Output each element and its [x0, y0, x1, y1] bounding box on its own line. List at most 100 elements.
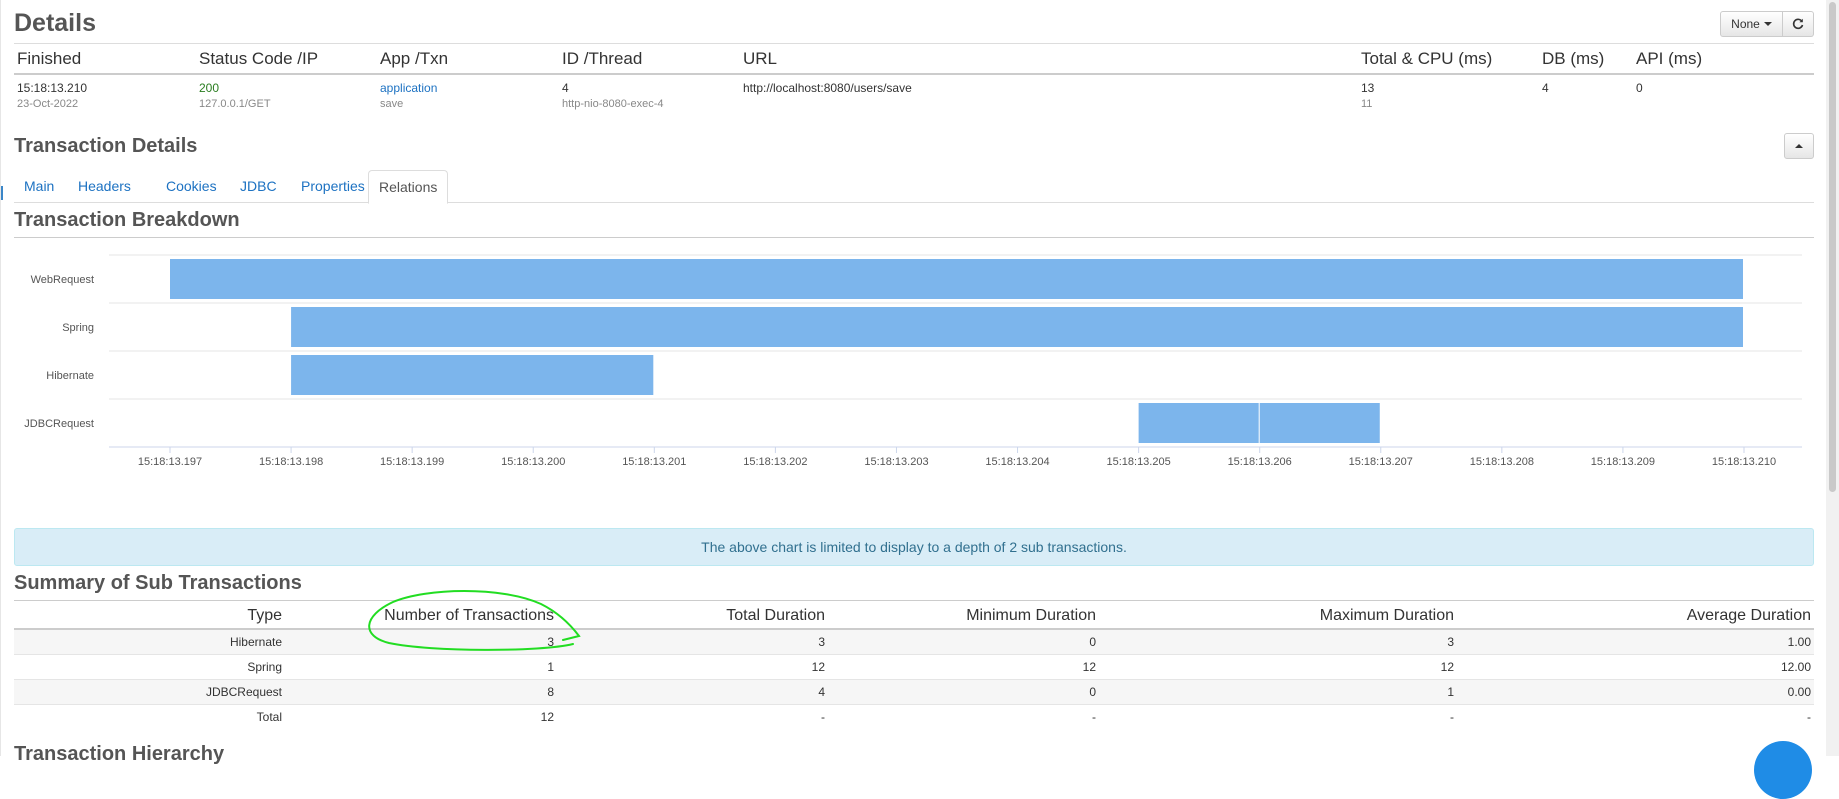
details-table: Finished Status Code /IP App /Txn ID /Th… [14, 46, 1814, 114]
breakdown-chart: WebRequest Spring Hibernate JDBCRequest 15:1… [24, 254, 1802, 468]
total-ms: 13 [1361, 81, 1375, 95]
x-tick-label: 15:18:13.206 [1228, 456, 1292, 468]
request-url: http://localhost:8080/users/save [743, 81, 912, 95]
x-tick-label: 15:18:13.198 [259, 456, 323, 468]
x-tick-label: 15:18:13.205 [1106, 456, 1170, 468]
summary-divider [14, 600, 1814, 601]
cell-max: 3 [1099, 628, 1457, 655]
cell-min: 12 [828, 654, 1099, 680]
tab-relations[interactable]: Relations [368, 170, 449, 204]
cell-count: 1 [285, 654, 557, 680]
col-status: Status Code /IP [196, 46, 377, 75]
breakdown-divider [14, 237, 1814, 238]
x-tick-label: 15:18:13.204 [985, 456, 1049, 468]
cell-type: JDBCRequest [14, 679, 285, 705]
tab-main[interactable]: Main [24, 178, 55, 194]
txn-id: 4 [562, 81, 569, 95]
cell-max: - [1099, 704, 1457, 729]
x-tick-label: 15:18:13.202 [743, 456, 807, 468]
caret-down-icon [1763, 22, 1772, 26]
cell-total: 4 [557, 679, 828, 705]
cell-avg: 0.00 [1457, 679, 1814, 705]
timeline-bar [1259, 403, 1380, 443]
tab-jdbc[interactable]: JDBC [240, 178, 277, 194]
table-row-total: Total 12 - - - - [14, 704, 1814, 729]
cell-avg: 1.00 [1457, 628, 1814, 655]
cpu-ms: 11 [1361, 98, 1373, 110]
cell-count: 3 [285, 628, 557, 655]
tab-bar: Main Headers Cookies JDBC Properties Rel… [14, 170, 1814, 204]
filter-dropdown-button[interactable]: None [1720, 11, 1783, 37]
cell-type: Total [14, 704, 285, 729]
db-ms: 4 [1542, 81, 1549, 95]
x-tick-label: 15:18:13.200 [501, 456, 565, 468]
col-type: Type [14, 603, 285, 630]
cell-total: 3 [557, 628, 828, 655]
hierarchy-title: Transaction Hierarchy [14, 743, 225, 765]
cell-avg: 12.00 [1457, 654, 1814, 680]
cell-type: Hibernate [14, 628, 285, 655]
finished-time: 15:18:13.210 [17, 81, 88, 95]
cell-type: Spring [14, 654, 285, 680]
cell-avg: - [1457, 704, 1814, 729]
client-ip: 127.0.0.1/GET [199, 98, 271, 110]
details-header-row: Finished Status Code /IP App /Txn ID /Th… [14, 46, 1814, 75]
details-toolbar: None [1720, 11, 1814, 37]
category-label: JDBCRequest [24, 418, 94, 430]
summary-title: Summary of Sub Transactions [14, 572, 302, 594]
col-avg-duration: Average Duration [1457, 603, 1814, 630]
summary-table: Type Number of Transactions Total Durati… [14, 603, 1814, 729]
details-row-primary: 15:18:13.210 200 application 4 http://lo… [14, 74, 1814, 96]
col-db: DB (ms) [1539, 46, 1633, 75]
refresh-button[interactable] [1783, 11, 1814, 37]
x-tick-label: 15:18:13.199 [380, 456, 444, 468]
col-id: ID /Thread [559, 46, 740, 75]
col-total-duration: Total Duration [557, 603, 828, 630]
table-row: Spring 1 12 12 12 12.00 [14, 654, 1814, 680]
col-url: URL [740, 46, 1358, 75]
scrollbar-thumb[interactable] [1829, 2, 1836, 492]
page-scrollbar[interactable] [1826, 0, 1839, 756]
app-link[interactable]: application [380, 81, 438, 95]
left-edge-marker [1, 186, 3, 200]
cell-min: - [828, 704, 1099, 729]
table-row: Hibernate 3 3 0 3 1.00 [14, 628, 1814, 655]
col-app: App /Txn [377, 46, 559, 75]
timeline-bar [291, 307, 1744, 347]
tab-cookies[interactable]: Cookies [166, 178, 217, 194]
timeline-bar [170, 259, 1743, 299]
finished-date: 23-Oct-2022 [17, 98, 79, 110]
txn-name: save [380, 98, 404, 110]
empty-cell [1539, 96, 1633, 114]
category-label: WebRequest [31, 274, 94, 286]
cell-count: 12 [285, 704, 557, 729]
thread-link[interactable]: http-nio-8080-exec-4 [562, 98, 664, 110]
chevron-up-icon [1795, 144, 1803, 148]
breakdown-title: Transaction Breakdown [14, 209, 240, 231]
details-title: Details [14, 9, 96, 37]
api-ms: 0 [1636, 81, 1643, 95]
col-total: Total & CPU (ms) [1358, 46, 1539, 75]
col-api: API (ms) [1633, 46, 1814, 75]
x-tick-label: 15:18:13.208 [1470, 456, 1534, 468]
transaction-details-title: Transaction Details [14, 135, 198, 157]
collapse-button[interactable] [1784, 133, 1814, 159]
chart-depth-notice: The above chart is limited to display to… [14, 528, 1814, 566]
x-tick-label: 15:18:13.210 [1712, 456, 1776, 468]
x-tick-label: 15:18:13.203 [864, 456, 928, 468]
cell-total: 12 [557, 654, 828, 680]
x-tick-label: 15:18:13.201 [622, 456, 686, 468]
x-tick-label: 15:18:13.207 [1349, 456, 1413, 468]
floating-action-button[interactable] [1754, 741, 1812, 799]
table-row: JDBCRequest 8 4 0 1 0.00 [14, 679, 1814, 705]
tab-headers[interactable]: Headers [78, 178, 131, 194]
cell-min: 0 [828, 679, 1099, 705]
x-tick-label: 15:18:13.209 [1591, 456, 1655, 468]
tab-properties[interactable]: Properties [301, 178, 365, 194]
category-label: Spring [62, 322, 94, 334]
summary-header-row: Type Number of Transactions Total Durati… [14, 603, 1814, 630]
timeline-bar [291, 355, 654, 395]
timeline-bar [1138, 403, 1259, 443]
col-min-duration: Minimum Duration [828, 603, 1099, 630]
cell-max: 1 [1099, 679, 1457, 705]
